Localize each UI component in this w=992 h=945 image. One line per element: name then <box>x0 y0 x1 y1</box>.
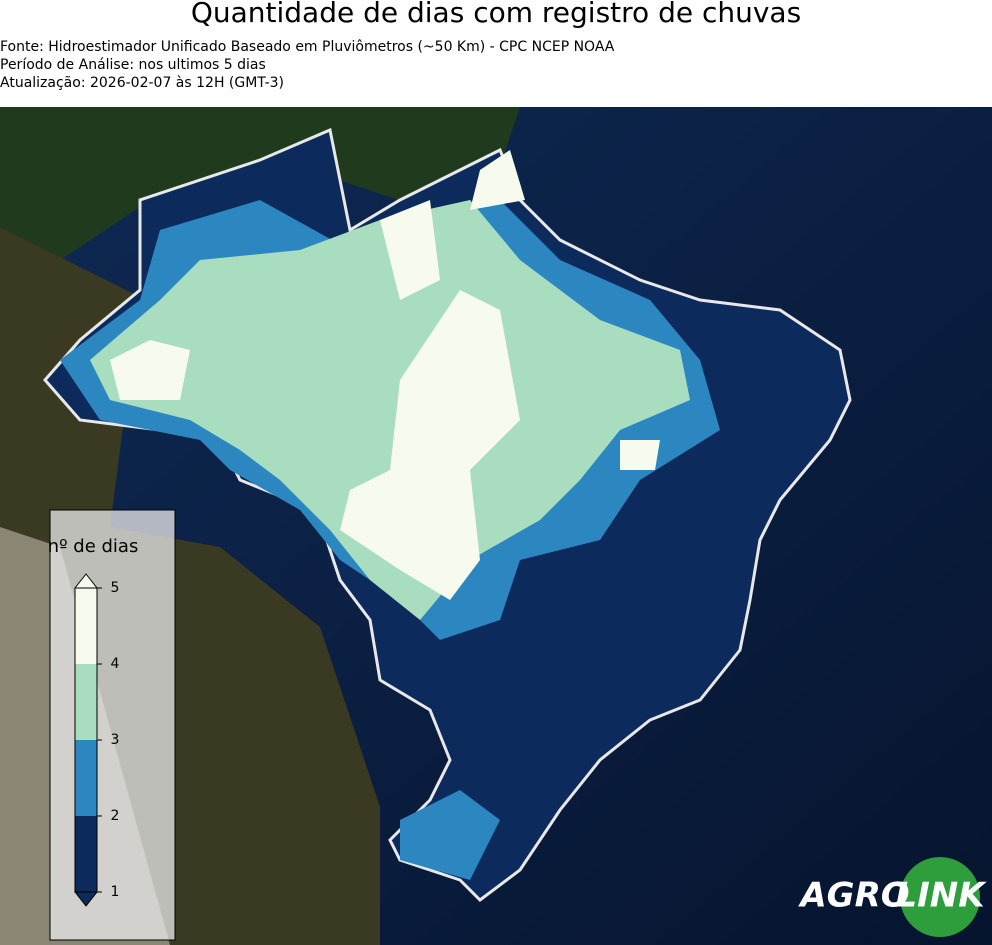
map: nº de dias AGRO LINK 1 2 3 4 5 <box>0 107 992 945</box>
source-line: Fonte: Hidroestimador Unificado Baseado … <box>0 39 615 55</box>
colorbar-tick-label: 2 <box>111 808 120 824</box>
land-north <box>0 107 520 307</box>
colorbar-tick-label: 3 <box>111 732 120 748</box>
colorbar-band <box>75 816 97 892</box>
colorbar-band <box>75 664 97 740</box>
colorbar-tick-label: 4 <box>111 656 120 672</box>
zone-4 <box>110 150 660 600</box>
zone-south <box>400 790 500 880</box>
update-line: Atualização: 2026-02-07 às 12H (GMT-3) <box>0 75 284 91</box>
logo-circle <box>900 857 980 937</box>
colorbar-band <box>75 740 97 816</box>
colorbar-tick-label: 1 <box>111 884 120 900</box>
zone-3 <box>90 200 690 620</box>
title: Quantidade de dias com registro de chuva… <box>190 0 802 29</box>
colorbar-band <box>75 588 97 664</box>
logo-link: LINK <box>895 876 987 916</box>
colorbar-tick-label: 5 <box>111 580 120 596</box>
logo: AGRO LINK <box>797 857 987 937</box>
colorbar: nº de dias <box>48 509 176 941</box>
colorbar-box <box>49 509 176 941</box>
colorbar-label: nº de dias <box>48 536 139 557</box>
logo-agro: AGRO <box>797 876 909 916</box>
period-line: Período de Análise: nos ultimos 5 dias <box>0 57 266 73</box>
